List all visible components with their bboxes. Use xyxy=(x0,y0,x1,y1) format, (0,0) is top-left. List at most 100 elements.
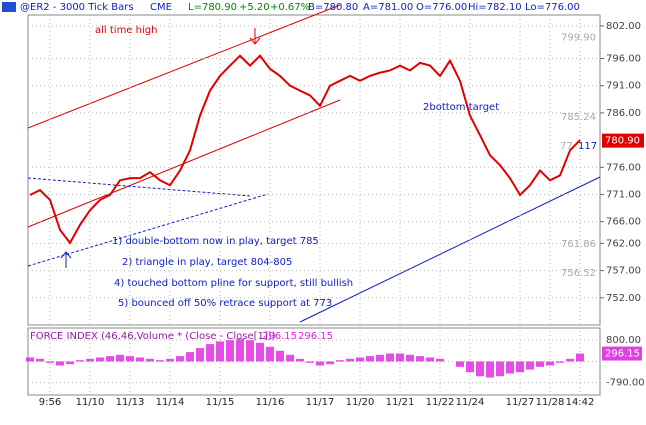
x-tick-label: 11/10 xyxy=(76,397,105,408)
header-item: @ER2 - 3000 Tick Bars xyxy=(20,2,134,13)
x-tick-label: 11/21 xyxy=(386,397,415,408)
y-tick-label: 791.00 xyxy=(606,81,641,92)
force-bar xyxy=(416,356,424,362)
indicator-last-box xyxy=(602,346,642,361)
force-bar xyxy=(266,346,274,362)
force-bar xyxy=(546,361,554,366)
annotation: 1) double-bottom now in play, target 785 xyxy=(112,236,319,247)
force-bar xyxy=(296,358,304,362)
force-bar xyxy=(316,361,324,366)
y-tick-label: 796.00 xyxy=(606,54,641,65)
y-tick-label: 802.00 xyxy=(606,21,641,32)
force-bar xyxy=(156,360,164,362)
y-tick-label: 771.00 xyxy=(606,189,641,200)
y-tick-label: 762.00 xyxy=(606,238,641,249)
x-tick-label: 11/27 xyxy=(506,397,535,408)
x-tick-label: 11/17 xyxy=(306,397,335,408)
force-bar xyxy=(66,361,74,365)
force-bar xyxy=(366,356,374,362)
force-bar xyxy=(256,342,264,362)
last-price-box xyxy=(602,133,644,148)
low-arrow xyxy=(60,251,72,268)
force-bar xyxy=(496,361,504,377)
x-tick-label: 11/15 xyxy=(206,397,235,408)
annotation: 117 xyxy=(578,141,597,152)
header-item: Hi=782.10 xyxy=(468,2,522,13)
indicator-readout: 296.15 xyxy=(298,331,333,342)
header-item: +5.20 xyxy=(239,2,270,13)
force-bar xyxy=(556,361,564,363)
force-bar xyxy=(526,361,534,370)
last-price-label: 780.90 xyxy=(605,136,640,147)
force-bar xyxy=(206,344,214,362)
force-bar xyxy=(576,353,584,362)
force-bar xyxy=(406,354,414,362)
force-bar xyxy=(56,361,64,366)
force-bar xyxy=(216,341,224,362)
price-line xyxy=(29,54,581,245)
force-bar xyxy=(96,357,104,362)
force-bar xyxy=(186,352,194,362)
force-bar xyxy=(466,361,474,373)
indicator-last-label: 296.15 xyxy=(605,349,640,360)
triangle-top xyxy=(27,177,251,197)
x-tick-label: 11/13 xyxy=(116,397,145,408)
force-bar xyxy=(176,356,184,362)
force-bar xyxy=(566,358,574,362)
y-tick-label: 776.00 xyxy=(606,162,641,173)
force-bar xyxy=(376,354,384,362)
level-label: 799.90 xyxy=(561,32,596,43)
header-item: O=776.00 xyxy=(416,2,467,13)
force-bar xyxy=(396,353,404,362)
force-bar xyxy=(456,361,464,367)
x-tick-label: 9:56 xyxy=(39,397,61,408)
force-bar xyxy=(166,358,174,362)
force-bar xyxy=(286,354,294,362)
force-bar xyxy=(116,354,124,362)
annotation: 5) bounced off 50% retrace support at 77… xyxy=(118,298,332,309)
force-bar xyxy=(516,361,524,373)
annotation: 4) touched bottom pline for support, sti… xyxy=(114,278,353,289)
header-item: L=780.90 xyxy=(188,2,237,13)
y-tick-label: 757.00 xyxy=(606,266,641,277)
force-bar xyxy=(426,357,434,362)
force-bar xyxy=(506,361,514,374)
level-label: 785.24 xyxy=(561,112,596,123)
force-bar xyxy=(106,356,114,362)
x-tick-label: 14:42 xyxy=(566,397,595,408)
x-tick-label: 11/28 xyxy=(536,397,565,408)
x-tick-label: 11/20 xyxy=(346,397,375,408)
force-bar xyxy=(356,357,364,362)
y-tick-label: 800.00 xyxy=(606,335,641,346)
header-item: B=780.80 xyxy=(308,2,358,13)
annotation: 2) triangle in play, target 804-805 xyxy=(122,257,292,268)
force-bar xyxy=(346,358,354,362)
force-bar xyxy=(46,361,54,363)
force-bar xyxy=(36,358,44,362)
header-item: +0.67% xyxy=(270,2,310,13)
level-label: 761.86 xyxy=(561,239,596,250)
indicator-readout: 296.15 xyxy=(262,331,297,342)
header-item: CME xyxy=(150,2,172,13)
annotation: all time high xyxy=(95,25,157,36)
force-bar xyxy=(86,358,94,362)
force-bar xyxy=(236,338,244,362)
level-label: 756.52 xyxy=(561,268,596,279)
support-line xyxy=(299,176,601,323)
x-tick-label: 11/22 xyxy=(426,397,455,408)
high-arrow xyxy=(249,28,261,45)
force-bar xyxy=(386,353,394,362)
header-item: Lo=776.00 xyxy=(525,2,580,13)
y-tick-label: 752.00 xyxy=(606,293,641,304)
header-item: A=781.00 xyxy=(363,2,413,13)
force-bar xyxy=(126,356,134,362)
y-tick-label: 786.00 xyxy=(606,108,641,119)
force-bar xyxy=(276,350,284,362)
x-tick-label: 11/24 xyxy=(456,397,485,408)
x-tick-label: 11/14 xyxy=(156,397,185,408)
force-bar xyxy=(146,358,154,362)
force-bar xyxy=(76,360,84,362)
y-tick-label: 766.00 xyxy=(606,217,641,228)
x-tick-label: 11/16 xyxy=(256,397,285,408)
